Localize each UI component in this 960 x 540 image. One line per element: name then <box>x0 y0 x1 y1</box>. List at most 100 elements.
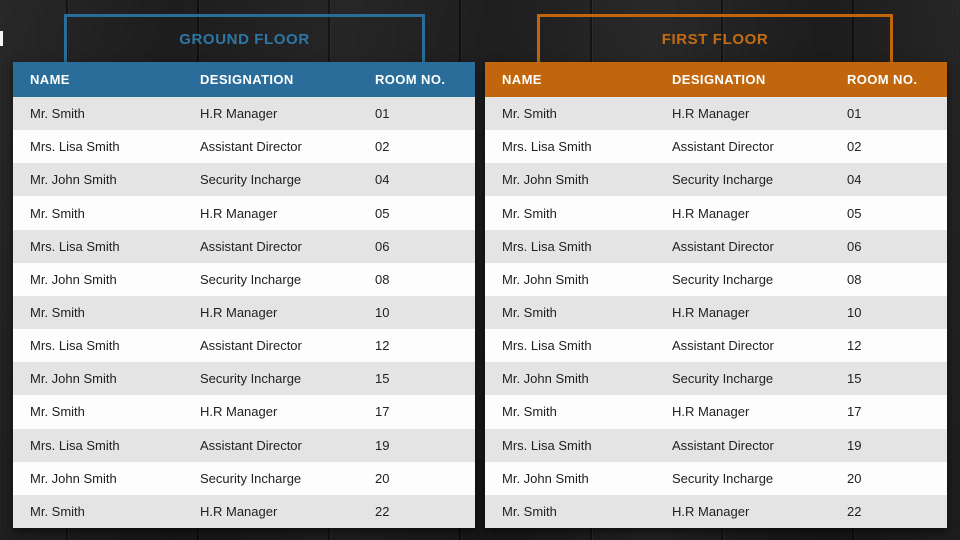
cell-room-no: 10 <box>847 305 862 321</box>
cell-room-no: 19 <box>847 437 862 453</box>
cell-room-no: 06 <box>847 238 862 254</box>
cell-name: Mr. Smith <box>30 106 85 122</box>
cell-name: Mrs. Lisa Smith <box>30 139 120 155</box>
cell-designation: Security Incharge <box>200 172 302 188</box>
cell-room-no: 19 <box>375 437 390 453</box>
cell-room-no: 08 <box>375 271 390 287</box>
table-row: Mr. John Smith Security Incharge 08 <box>13 262 475 296</box>
cell-name: Mrs. Lisa Smith <box>502 139 592 155</box>
cell-room-no: 06 <box>375 238 390 254</box>
cell-room-no: 20 <box>375 470 390 486</box>
table-row: Mr. John Smith Security Incharge 04 <box>485 163 947 197</box>
left-edge-artifact <box>0 31 3 46</box>
cell-designation: Security Incharge <box>672 470 774 486</box>
cell-name: Mr. John Smith <box>502 172 589 188</box>
cell-designation: H.R Manager <box>200 503 278 519</box>
cell-name: Mrs. Lisa Smith <box>502 338 592 354</box>
cell-designation: H.R Manager <box>672 205 750 221</box>
first-floor-table: NAME DESIGNATION ROOM NO. Mr. Smith H.R … <box>485 62 947 529</box>
table-row: Mrs. Lisa Smith Assistant Director 12 <box>485 329 947 363</box>
table-row: Mr. Smith H.R Manager 01 <box>13 97 475 131</box>
table-row: Mrs. Lisa Smith Assistant Director 02 <box>485 130 947 164</box>
cell-designation: H.R Manager <box>200 106 278 122</box>
table-row: Mr. John Smith Security Incharge 15 <box>485 362 947 396</box>
ground-floor-table-body: Mr. Smith H.R Manager 01 Mrs. Lisa Smith… <box>13 97 475 529</box>
cell-designation: Assistant Director <box>672 139 774 155</box>
ground-floor-table: NAME DESIGNATION ROOM NO. Mr. Smith H.R … <box>13 62 475 529</box>
cell-room-no: 10 <box>375 305 390 321</box>
cell-room-no: 15 <box>847 371 862 387</box>
cell-designation: Assistant Director <box>200 338 302 354</box>
cell-name: Mr. Smith <box>502 503 557 519</box>
cell-name: Mr. Smith <box>30 305 85 321</box>
table-row: Mr. John Smith Security Incharge 20 <box>13 461 475 495</box>
table-row: Mr. John Smith Security Incharge 15 <box>13 362 475 396</box>
cell-designation: Security Incharge <box>672 172 774 188</box>
cell-room-no: 12 <box>375 338 390 354</box>
table-row: Mr. Smith H.R Manager 05 <box>485 196 947 230</box>
cell-room-no: 08 <box>847 271 862 287</box>
cell-room-no: 05 <box>375 205 390 221</box>
cell-designation: Assistant Director <box>200 139 302 155</box>
table-row: Mr. Smith H.R Manager 05 <box>13 196 475 230</box>
cell-name: Mr. John Smith <box>30 371 117 387</box>
cell-name: Mr. Smith <box>502 305 557 321</box>
table-row: Mr. Smith H.R Manager 10 <box>13 295 475 330</box>
first-floor-bracket: FIRST FLOOR <box>537 14 893 62</box>
column-header-name: NAME <box>502 72 542 87</box>
table-row: Mr. Smith H.R Manager 01 <box>485 97 947 131</box>
ground-floor-bracket: GROUND FLOOR <box>64 14 425 62</box>
cell-designation: H.R Manager <box>672 503 750 519</box>
table-row: Mrs. Lisa Smith Assistant Director 19 <box>13 428 475 462</box>
table-row: Mrs. Lisa Smith Assistant Director 06 <box>485 229 947 263</box>
table-row: Mrs. Lisa Smith Assistant Director 02 <box>13 130 475 164</box>
cell-room-no: 22 <box>847 503 862 519</box>
table-row: Mr. Smith H.R Manager 22 <box>485 494 947 529</box>
cell-name: Mr. John Smith <box>30 470 117 486</box>
cell-designation: H.R Manager <box>672 404 750 420</box>
cell-designation: Assistant Director <box>200 238 302 254</box>
cell-room-no: 15 <box>375 371 390 387</box>
cell-name: Mr. John Smith <box>30 271 117 287</box>
cell-name: Mr. John Smith <box>502 470 589 486</box>
cell-designation: H.R Manager <box>200 305 278 321</box>
ground-floor-table-header: NAME DESIGNATION ROOM NO. <box>13 62 475 97</box>
table-row: Mr. Smith H.R Manager 22 <box>13 494 475 529</box>
cell-room-no: 02 <box>375 139 390 155</box>
first-floor-title: FIRST FLOOR <box>661 30 769 48</box>
cell-name: Mrs. Lisa Smith <box>30 238 120 254</box>
cell-designation: Assistant Director <box>672 238 774 254</box>
first-floor-table-header: NAME DESIGNATION ROOM NO. <box>485 62 947 97</box>
cell-room-no: 02 <box>847 139 862 155</box>
cell-designation: Security Incharge <box>672 371 774 387</box>
cell-name: Mrs. Lisa Smith <box>502 238 592 254</box>
cell-room-no: 17 <box>847 404 862 420</box>
first-floor-table-body: Mr. Smith H.R Manager 01 Mrs. Lisa Smith… <box>485 97 947 529</box>
cell-name: Mr. John Smith <box>502 271 589 287</box>
table-row: Mr. John Smith Security Incharge 04 <box>13 163 475 197</box>
cell-name: Mr. John Smith <box>502 371 589 387</box>
cell-room-no: 17 <box>375 404 390 420</box>
table-row: Mr. Smith H.R Manager 10 <box>485 295 947 330</box>
ground-floor-title: GROUND FLOOR <box>179 30 310 48</box>
cell-room-no: 04 <box>375 172 390 188</box>
cell-room-no: 20 <box>847 470 862 486</box>
cell-name: Mr. Smith <box>30 404 85 420</box>
cell-designation: Security Incharge <box>672 271 774 287</box>
table-row: Mr. John Smith Security Incharge 20 <box>485 461 947 495</box>
column-header-room-no: ROOM NO. <box>375 72 446 87</box>
column-header-name: NAME <box>30 72 70 87</box>
table-row: Mrs. Lisa Smith Assistant Director 06 <box>13 229 475 263</box>
column-header-designation: DESIGNATION <box>200 72 294 87</box>
column-header-room-no: ROOM NO. <box>847 72 918 87</box>
cell-room-no: 05 <box>847 205 862 221</box>
cell-designation: Assistant Director <box>672 338 774 354</box>
cell-name: Mrs. Lisa Smith <box>30 338 120 354</box>
cell-designation: H.R Manager <box>200 404 278 420</box>
cell-designation: Assistant Director <box>200 437 302 453</box>
cell-designation: H.R Manager <box>672 106 750 122</box>
table-row: Mr. Smith H.R Manager 17 <box>13 395 475 429</box>
cell-room-no: 04 <box>847 172 862 188</box>
table-row: Mr. John Smith Security Incharge 08 <box>485 262 947 296</box>
cell-name: Mrs. Lisa Smith <box>30 437 120 453</box>
